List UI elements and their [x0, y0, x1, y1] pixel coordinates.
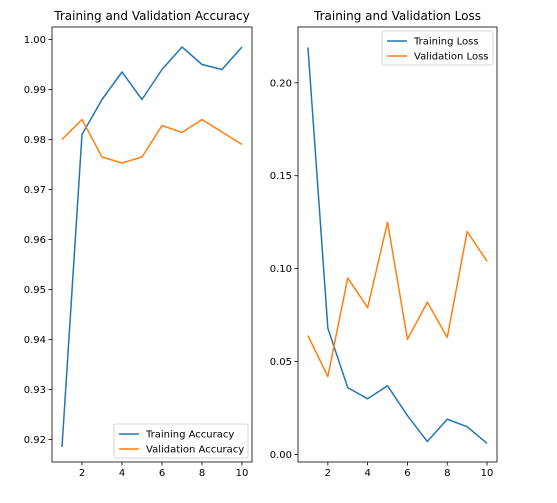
y-tick-label: 0.98 — [24, 135, 46, 146]
chart-title: Training and Validation Accuracy — [53, 9, 249, 23]
series-line-validation-accuracy — [61, 118, 243, 164]
plot-frame — [51, 26, 253, 463]
legend-box — [113, 423, 249, 459]
y-tick-label: 0.92 — [24, 435, 46, 446]
x-tick-label: 6 — [404, 468, 410, 479]
y-tick-label: 0.10 — [270, 264, 292, 275]
y-tick-label: 0.93 — [24, 385, 46, 396]
y-tick-label: 0.20 — [270, 78, 292, 89]
legend-label: Training Accuracy — [145, 430, 234, 441]
x-tick-label: 8 — [444, 468, 450, 479]
y-tick-label: 0.96 — [24, 235, 46, 246]
y-tick-label: 0.05 — [270, 357, 292, 368]
x-tick-label: 2 — [325, 468, 331, 479]
legend-box — [381, 30, 494, 66]
x-tick-label: 10 — [236, 468, 249, 479]
legend: Training Loss Validation Loss — [381, 30, 494, 66]
y-tick-label: 0.15 — [270, 171, 292, 182]
chart-1: Training and Validation Accuracy 2 4 6 8 10 0.… — [24, 9, 253, 479]
legend-label: Validation Accuracy — [146, 445, 244, 456]
series-line-training-loss — [307, 47, 488, 444]
x-tick-label: 6 — [159, 468, 165, 479]
legend-label: Training Loss — [413, 37, 479, 48]
y-tick-label: 1.00 — [24, 35, 46, 46]
series-line-validation-loss — [307, 221, 488, 378]
series-line-training-accuracy — [61, 46, 243, 448]
y-tick-label: 0.94 — [24, 335, 46, 346]
y-tick-label: 0.95 — [24, 285, 46, 296]
y-tick-label: 0.00 — [270, 450, 292, 461]
y-tick-label: 0.99 — [24, 85, 46, 96]
x-tick-label: 4 — [364, 468, 370, 479]
x-tick-label: 4 — [119, 468, 125, 479]
legend: Training Accuracy Validation Accuracy — [113, 423, 249, 459]
x-tick-label: 2 — [79, 468, 85, 479]
legend-label: Validation Loss — [414, 52, 489, 63]
x-tick-label: 10 — [481, 468, 494, 479]
chart-2: Training and Validation Loss 2 4 6 8 10 0.00 0.… — [270, 9, 498, 479]
x-tick-label: 8 — [199, 468, 205, 479]
plot-frame — [297, 26, 498, 463]
chart-title: Training and Validation Loss — [313, 9, 481, 23]
y-tick-label: 0.97 — [24, 185, 46, 196]
